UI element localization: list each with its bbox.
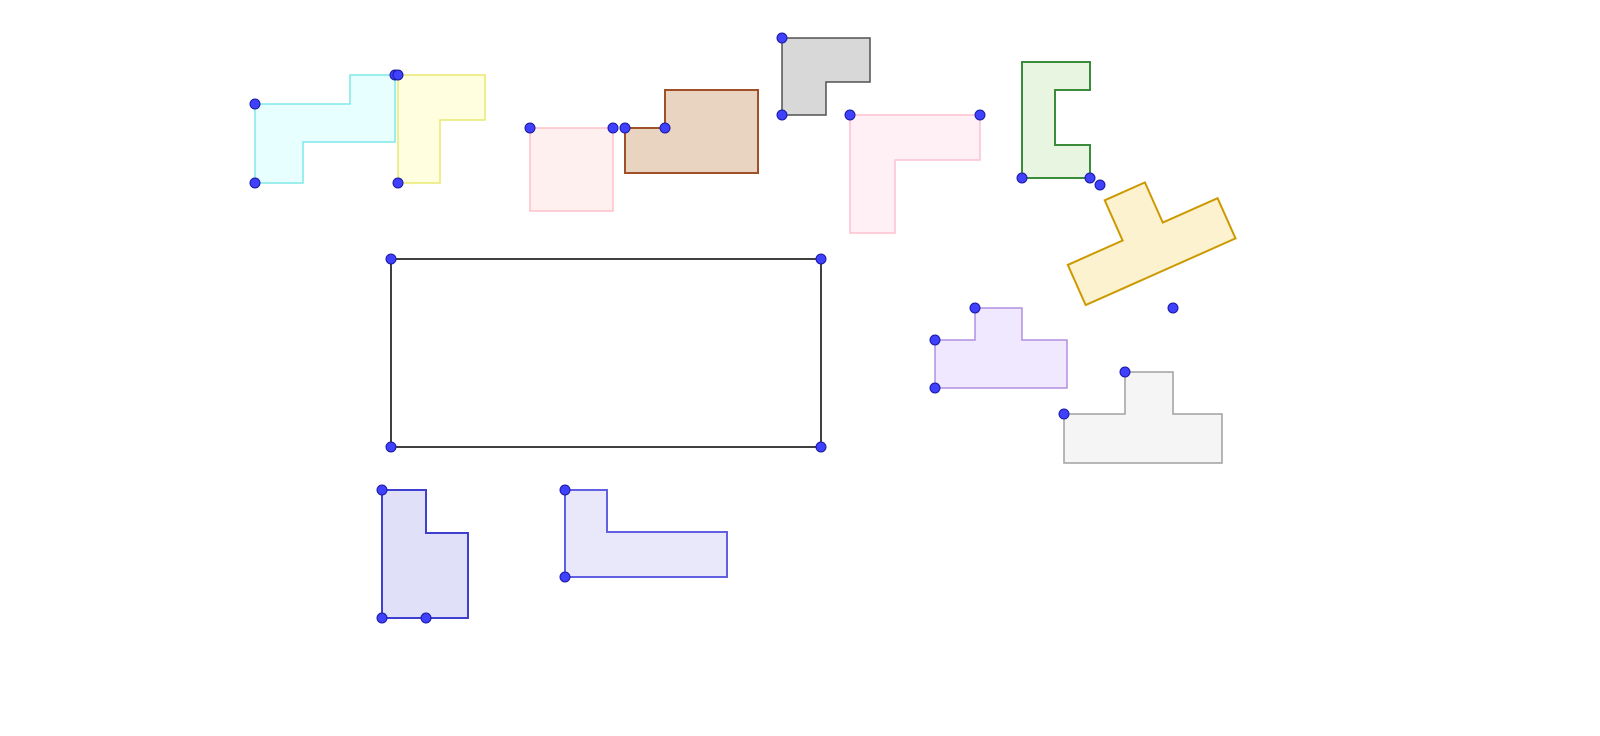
vertex-handle[interactable]: [525, 123, 535, 133]
vertex-handle[interactable]: [386, 442, 396, 452]
shape-purple-t[interactable]: [935, 308, 1067, 388]
shape-pink-square[interactable]: [530, 128, 613, 211]
diagram-canvas: [0, 0, 1600, 736]
shape-cyan-s[interactable]: [255, 75, 395, 183]
shape-black-rect[interactable]: [391, 259, 821, 447]
shape-blue-square-notch[interactable]: [382, 490, 468, 618]
shape-brown-l[interactable]: [625, 90, 758, 173]
vertex-handle[interactable]: [845, 110, 855, 120]
vertex-handle[interactable]: [816, 254, 826, 264]
vertex-handle[interactable]: [393, 70, 403, 80]
vertex-handle[interactable]: [970, 303, 980, 313]
vertex-handle[interactable]: [393, 178, 403, 188]
vertex-handle[interactable]: [930, 335, 940, 345]
vertex-handle[interactable]: [1095, 180, 1105, 190]
vertex-handle[interactable]: [1120, 367, 1130, 377]
vertex-handle[interactable]: [560, 572, 570, 582]
vertex-handle[interactable]: [1059, 409, 1069, 419]
shape-gray-t[interactable]: [1064, 372, 1222, 463]
vertex-handle[interactable]: [377, 613, 387, 623]
vertex-handle[interactable]: [377, 485, 387, 495]
shape-green-c[interactable]: [1022, 62, 1090, 178]
shape-yellow-l[interactable]: [398, 75, 485, 183]
vertex-handle[interactable]: [777, 33, 787, 43]
vertex-handle[interactable]: [386, 254, 396, 264]
vertex-handle[interactable]: [620, 123, 630, 133]
vertex-handle[interactable]: [608, 123, 618, 133]
vertex-handle[interactable]: [816, 442, 826, 452]
vertex-handle[interactable]: [250, 99, 260, 109]
shape-gold-t[interactable]: [1068, 182, 1236, 305]
vertex-handle[interactable]: [660, 123, 670, 133]
vertex-handle[interactable]: [560, 485, 570, 495]
shape-lightpink-l[interactable]: [850, 115, 980, 233]
vertex-handle[interactable]: [975, 110, 985, 120]
vertex-handle[interactable]: [777, 110, 787, 120]
vertex-handle[interactable]: [930, 383, 940, 393]
vertex-handle[interactable]: [1168, 303, 1178, 313]
shape-gray-corner[interactable]: [782, 38, 870, 115]
vertex-handle[interactable]: [1017, 173, 1027, 183]
vertex-handle[interactable]: [250, 178, 260, 188]
shape-blue-l[interactable]: [565, 490, 727, 577]
vertex-handle[interactable]: [1085, 173, 1095, 183]
vertex-handle[interactable]: [421, 613, 431, 623]
